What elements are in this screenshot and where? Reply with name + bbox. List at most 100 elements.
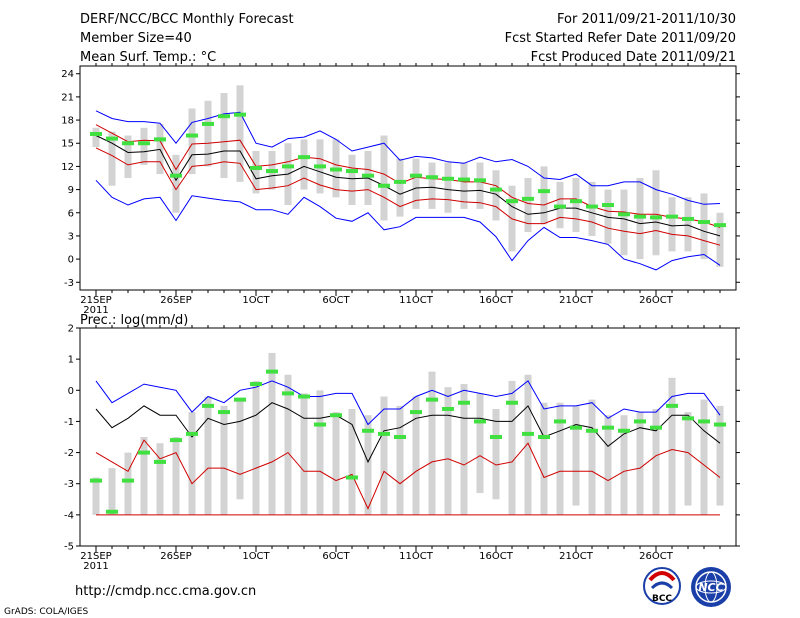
ensemble-marker-5	[154, 137, 166, 142]
bcc-logo: BCC	[643, 567, 681, 605]
ensemble-marker-11	[250, 382, 262, 387]
spread-box-36	[652, 170, 660, 256]
spread-box-8	[204, 100, 212, 167]
source-url: http://cmdp.ncc.cma.gov.cn	[75, 584, 256, 599]
y-tick-label: -5	[64, 542, 74, 553]
y-tick-label: 12	[61, 162, 74, 173]
ensemble-marker-6	[170, 173, 182, 178]
series-lower	[95, 147, 721, 246]
spread-box-5	[156, 443, 164, 515]
ensemble-marker-18	[362, 428, 374, 433]
ensemble-marker-38	[682, 216, 694, 221]
x-tick-label: 26OCT	[639, 551, 674, 562]
ensemble-marker-16	[330, 167, 342, 172]
series-upper	[95, 380, 721, 426]
chart-title: DERF/NCC/BCC Monthly Forecast	[80, 12, 294, 27]
spread-box-15	[316, 390, 324, 515]
spread-box-26	[492, 408, 500, 500]
ensemble-marker-24	[458, 400, 470, 405]
ensemble-marker-38	[682, 416, 694, 421]
ensemble-marker-36	[650, 215, 662, 220]
spread-box-7	[188, 108, 196, 175]
spread-box-23	[444, 162, 452, 213]
ensemble-marker-31	[570, 425, 582, 430]
y-tick-label: 2	[68, 324, 74, 335]
precipitation-panel: -5 -4 -3 -2 -1 0 1 2 21SEP 26SEP 1OCT 6OCT 11OCT 16OC…	[64, 324, 740, 572]
spread-box-21	[412, 158, 420, 209]
x-tick-label: 21SEP	[80, 295, 111, 306]
x-tick-label: 26SEP	[160, 551, 191, 562]
spread-box-25	[476, 162, 484, 209]
ensemble-marker-26	[490, 187, 502, 192]
ensemble-marker-25	[474, 419, 486, 424]
x-tick-label: 1OCT	[242, 295, 270, 306]
spread-box-19	[380, 396, 388, 515]
spread-box-34	[620, 189, 628, 256]
spread-box-14	[300, 393, 308, 515]
x-tick-label: 21SEP	[80, 551, 111, 562]
ensemble-marker-8	[202, 121, 214, 126]
y-tick-label: -3	[64, 479, 74, 490]
ensemble-marker-32	[586, 428, 598, 433]
ensemble-marker-13	[282, 391, 294, 396]
y-tick-label: -2	[64, 448, 74, 459]
ensemble-marker-5	[154, 459, 166, 464]
ensemble-marker-16	[330, 413, 342, 418]
spread-box-2	[108, 468, 116, 515]
ensemble-marker-22	[426, 397, 438, 402]
x-tick-label: 6OCT	[322, 551, 350, 562]
ensemble-marker-26	[490, 435, 502, 439]
x-year-label: 2011	[83, 561, 108, 572]
spread-box-13	[284, 374, 292, 515]
spread-box-38	[684, 197, 692, 252]
y-tick-label: 3	[68, 231, 74, 242]
ensemble-marker-39	[698, 419, 710, 424]
ensemble-marker-6	[170, 438, 182, 443]
spread-box-24	[460, 162, 468, 209]
spread-box-31	[572, 405, 580, 506]
ensemble-marker-19	[378, 183, 390, 188]
ensemble-marker-36	[650, 425, 662, 430]
ensemble-marker-21	[410, 173, 422, 178]
x-tick-label: 26OCT	[639, 295, 674, 306]
ensemble-marker-4	[138, 141, 150, 146]
spread-box-1	[92, 477, 100, 515]
y-tick-label: 15	[61, 139, 74, 150]
precip-panel-title: Prec.: log(mm/d)	[80, 313, 188, 328]
ensemble-marker-1	[90, 478, 102, 483]
ensemble-marker-15	[314, 164, 326, 169]
spread-box-33	[604, 415, 612, 515]
ensemble-marker-21	[410, 410, 422, 415]
series-max	[95, 110, 721, 205]
ensemble-marker-2	[106, 509, 118, 514]
x-tick-label: 6OCT	[322, 295, 350, 306]
x-year-label: 2011	[83, 305, 108, 316]
spread-box-36	[652, 408, 660, 515]
ensemble-marker-37	[666, 214, 678, 219]
y-tick-label: 21	[61, 92, 74, 103]
spread-box-4	[140, 127, 148, 165]
x-tick-label: 21OCT	[559, 295, 594, 306]
variable-label: Mean Surf. Temp.: °C	[80, 50, 216, 65]
ensemble-marker-24	[458, 177, 470, 182]
x-tick-label: 16OCT	[479, 551, 514, 562]
grads-credit: GrADS: COLA/IGES	[4, 607, 88, 617]
spread-box-6	[172, 437, 180, 515]
ensemble-marker-33	[602, 425, 614, 430]
ensemble-marker-17	[346, 169, 358, 174]
ensemble-marker-29	[538, 435, 550, 439]
ensemble-marker-10	[234, 397, 246, 402]
spread-box-17	[348, 154, 356, 206]
spread-box-37	[668, 377, 676, 515]
forecast-period: For 2011/09/21-2011/10/30	[557, 12, 736, 27]
spread-box-11	[252, 380, 260, 515]
x-tick-label: 21OCT	[559, 551, 594, 562]
ensemble-marker-35	[634, 214, 646, 219]
spread-box-9	[220, 93, 228, 178]
spread-box-10	[236, 399, 244, 500]
spread-box-14	[300, 139, 308, 190]
spread-box-30	[556, 402, 564, 515]
ensemble-marker-19	[378, 431, 390, 436]
ensemble-marker-18	[362, 173, 374, 178]
